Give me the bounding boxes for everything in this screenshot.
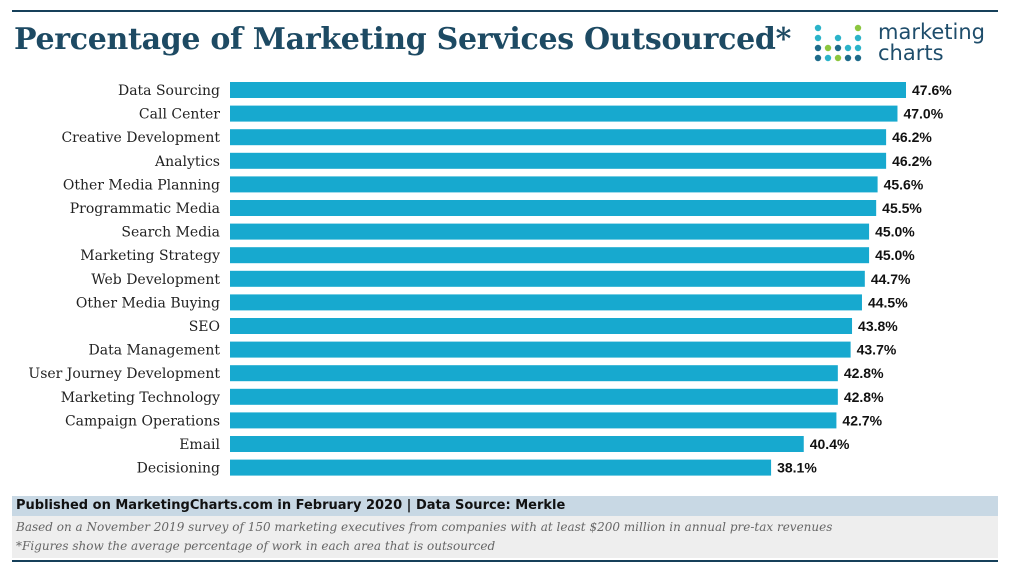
footer: Published on MarketingCharts.com in Febr… [12, 496, 998, 560]
logo-dots-icon [814, 24, 862, 62]
value-label: 45.0% [875, 247, 915, 263]
bar [230, 176, 878, 193]
bar [230, 294, 862, 311]
category-label: SEO [189, 319, 220, 335]
category-label: Web Development [91, 272, 220, 288]
value-label: 42.7% [842, 412, 882, 428]
value-label: 42.8% [844, 389, 884, 405]
category-label: User Journey Development [28, 366, 220, 382]
bar [230, 152, 887, 169]
logo-wordmark: marketing charts [878, 22, 985, 64]
footer-notes: Based on a November 2019 survey of 150 m… [12, 516, 998, 558]
value-label: 45.0% [875, 224, 915, 240]
value-label: 44.5% [868, 294, 908, 310]
value-label: 42.8% [844, 365, 884, 381]
value-label: 47.0% [903, 106, 943, 122]
value-label: 43.7% [857, 342, 897, 358]
category-label: Email [179, 437, 220, 453]
category-label: Marketing Strategy [80, 248, 220, 264]
footer-survey-note: Based on a November 2019 survey of 150 m… [16, 520, 833, 534]
bar [230, 412, 837, 429]
bar [230, 365, 838, 382]
category-label: Other Media Planning [63, 177, 220, 193]
value-label: 45.5% [882, 200, 922, 216]
category-label: Programmatic Media [70, 201, 220, 217]
value-label: 44.7% [871, 271, 911, 287]
bottom-rule [12, 560, 998, 562]
logo-line-marketing: marketing [878, 20, 985, 44]
chart-title: Percentage of Marketing Services Outsour… [14, 22, 791, 57]
category-label: Decisioning [137, 461, 220, 477]
value-label: 43.8% [858, 318, 898, 334]
value-label: 40.4% [810, 436, 850, 452]
category-label: Analytics [154, 154, 220, 170]
value-label: 47.6% [912, 82, 952, 98]
bar [230, 436, 804, 452]
bar [230, 270, 865, 287]
footer-published: Published on MarketingCharts.com in Febr… [12, 496, 998, 516]
category-label: Call Center [139, 107, 220, 123]
bar [230, 459, 772, 476]
category-label: Other Media Buying [76, 295, 220, 311]
bar [230, 341, 851, 358]
value-label: 46.2% [892, 153, 932, 169]
category-label: Data Management [89, 343, 221, 359]
bar-chart: Data Sourcing 47.6% Call Center 47.0% Creati… [28, 82, 952, 477]
value-label: 38.1% [777, 460, 817, 476]
value-label: 46.2% [892, 129, 932, 145]
footer-figures-note: *Figures show the average percentage of … [16, 539, 496, 553]
category-label: Campaign Operations [65, 413, 220, 429]
value-label: 45.6% [884, 176, 924, 192]
bar [230, 223, 870, 240]
bar [230, 247, 870, 264]
category-label: Data Sourcing [118, 83, 220, 99]
bar [230, 318, 853, 334]
bar [230, 129, 887, 146]
top-rule [12, 10, 998, 12]
marketingcharts-logo: marketing charts [812, 22, 1002, 72]
bar [230, 82, 906, 98]
category-label: Creative Development [61, 130, 220, 146]
category-label: Marketing Technology [61, 390, 220, 406]
logo-line-charts: charts [878, 41, 944, 65]
category-label: Search Media [121, 225, 220, 241]
bar [230, 200, 877, 216]
bar [230, 105, 898, 122]
bar [230, 388, 838, 405]
